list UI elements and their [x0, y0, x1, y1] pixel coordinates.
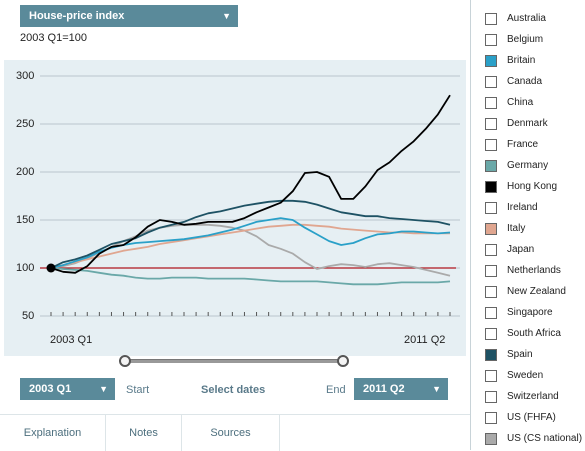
x-start-label: 2003 Q1 — [50, 334, 93, 346]
legend-checkbox[interactable] — [485, 286, 497, 298]
legend-label: Switzerland — [507, 391, 559, 402]
legend-label: Spain — [507, 349, 533, 360]
legend-checkbox[interactable] — [485, 328, 497, 340]
series-line — [50, 223, 451, 277]
tab-explanation[interactable]: Explanation — [0, 415, 106, 451]
y-tick-label: 50 — [22, 310, 35, 322]
legend-label: Denmark — [507, 118, 548, 129]
series-line — [50, 267, 451, 286]
y-tick-label: 200 — [16, 166, 35, 178]
country-legend: Australia Belgium Britain Canada China Denmar… — [470, 0, 585, 450]
legend-label: Japan — [507, 244, 535, 255]
legend-label: Britain — [507, 55, 536, 66]
legend-label: US (CS national) — [507, 433, 583, 444]
chart-panel: House-price index ▼ 2003 Q1=100 300 250 … — [0, 5, 470, 451]
legend-checkbox[interactable] — [485, 223, 497, 235]
legend-checkbox[interactable] — [485, 97, 497, 109]
end-label: End — [326, 384, 346, 396]
legend-checkbox[interactable] — [485, 307, 497, 319]
legend-label: Australia — [507, 13, 546, 24]
legend-checkbox[interactable] — [485, 160, 497, 172]
legend-checkbox[interactable] — [485, 76, 497, 88]
y-tick-label: 250 — [16, 118, 35, 130]
legend-label: US (FHFA) — [507, 412, 556, 423]
tab-notes[interactable]: Notes — [106, 415, 182, 451]
legend-checkbox[interactable] — [485, 370, 497, 382]
tab-sources[interactable]: Sources — [182, 415, 280, 451]
legend-checkbox[interactable] — [485, 349, 497, 361]
chevron-down-icon: ▼ — [432, 384, 441, 394]
legend-label: France — [507, 139, 539, 150]
end-date-value: 2011 Q2 — [363, 383, 405, 395]
legend-label: Ireland — [507, 202, 538, 213]
legend-label: South Africa — [507, 328, 561, 339]
legend-checkbox[interactable] — [485, 55, 497, 67]
base-point — [46, 263, 56, 273]
legend-checkbox[interactable] — [485, 13, 497, 25]
start-date-dropdown[interactable]: 2003 Q1 ▼ — [20, 378, 115, 400]
legend-label: Canada — [507, 76, 543, 87]
legend-checkbox[interactable] — [485, 202, 497, 214]
select-dates-label: Select dates — [201, 384, 266, 396]
y-tick-label: 300 — [16, 70, 35, 82]
series-line — [50, 223, 450, 269]
chart-subtitle: 2003 Q1=100 — [20, 32, 87, 44]
end-date-dropdown[interactable]: 2011 Q2 ▼ — [354, 378, 448, 400]
legend-checkbox[interactable] — [485, 412, 497, 424]
start-date-value: 2003 Q1 — [29, 383, 72, 395]
series-line — [50, 199, 451, 269]
series-line — [50, 94, 451, 274]
legend-label: Hong Kong — [507, 181, 558, 192]
y-tick-label: 100 — [16, 262, 35, 274]
start-label: Start — [126, 384, 150, 396]
legend-checkbox[interactable] — [485, 433, 497, 445]
legend-label: Germany — [507, 160, 549, 171]
legend-checkbox[interactable] — [485, 391, 497, 403]
legend-checkbox[interactable] — [485, 118, 497, 130]
chevron-down-icon: ▼ — [99, 384, 108, 394]
legend-checkbox[interactable] — [485, 181, 497, 193]
series-line — [50, 217, 451, 269]
legend-checkbox[interactable] — [485, 244, 497, 256]
info-tabs: Explanation Notes Sources — [0, 414, 470, 451]
legend-checkbox[interactable] — [485, 139, 497, 151]
end-date-handle[interactable] — [337, 355, 349, 367]
legend-checkbox[interactable] — [485, 265, 497, 277]
index-dropdown[interactable]: House-price index ▼ — [20, 5, 238, 27]
legend-label: Netherlands — [507, 265, 561, 276]
line-chart — [40, 75, 460, 317]
legend-checkbox[interactable] — [485, 34, 497, 46]
index-dropdown-label: House-price index — [29, 10, 125, 22]
legend-label: Sweden — [507, 370, 544, 381]
x-end-label: 2011 Q2 — [404, 334, 446, 346]
chevron-down-icon: ▼ — [222, 11, 231, 21]
y-tick-label: 150 — [16, 214, 35, 226]
legend-label: Belgium — [507, 34, 544, 45]
legend-label: New Zealand — [507, 286, 566, 297]
start-date-handle[interactable] — [119, 355, 131, 367]
legend-label: Italy — [507, 223, 526, 234]
legend-label: China — [507, 97, 534, 108]
legend-label: Singapore — [507, 307, 553, 318]
date-range-track[interactable] — [125, 359, 345, 363]
